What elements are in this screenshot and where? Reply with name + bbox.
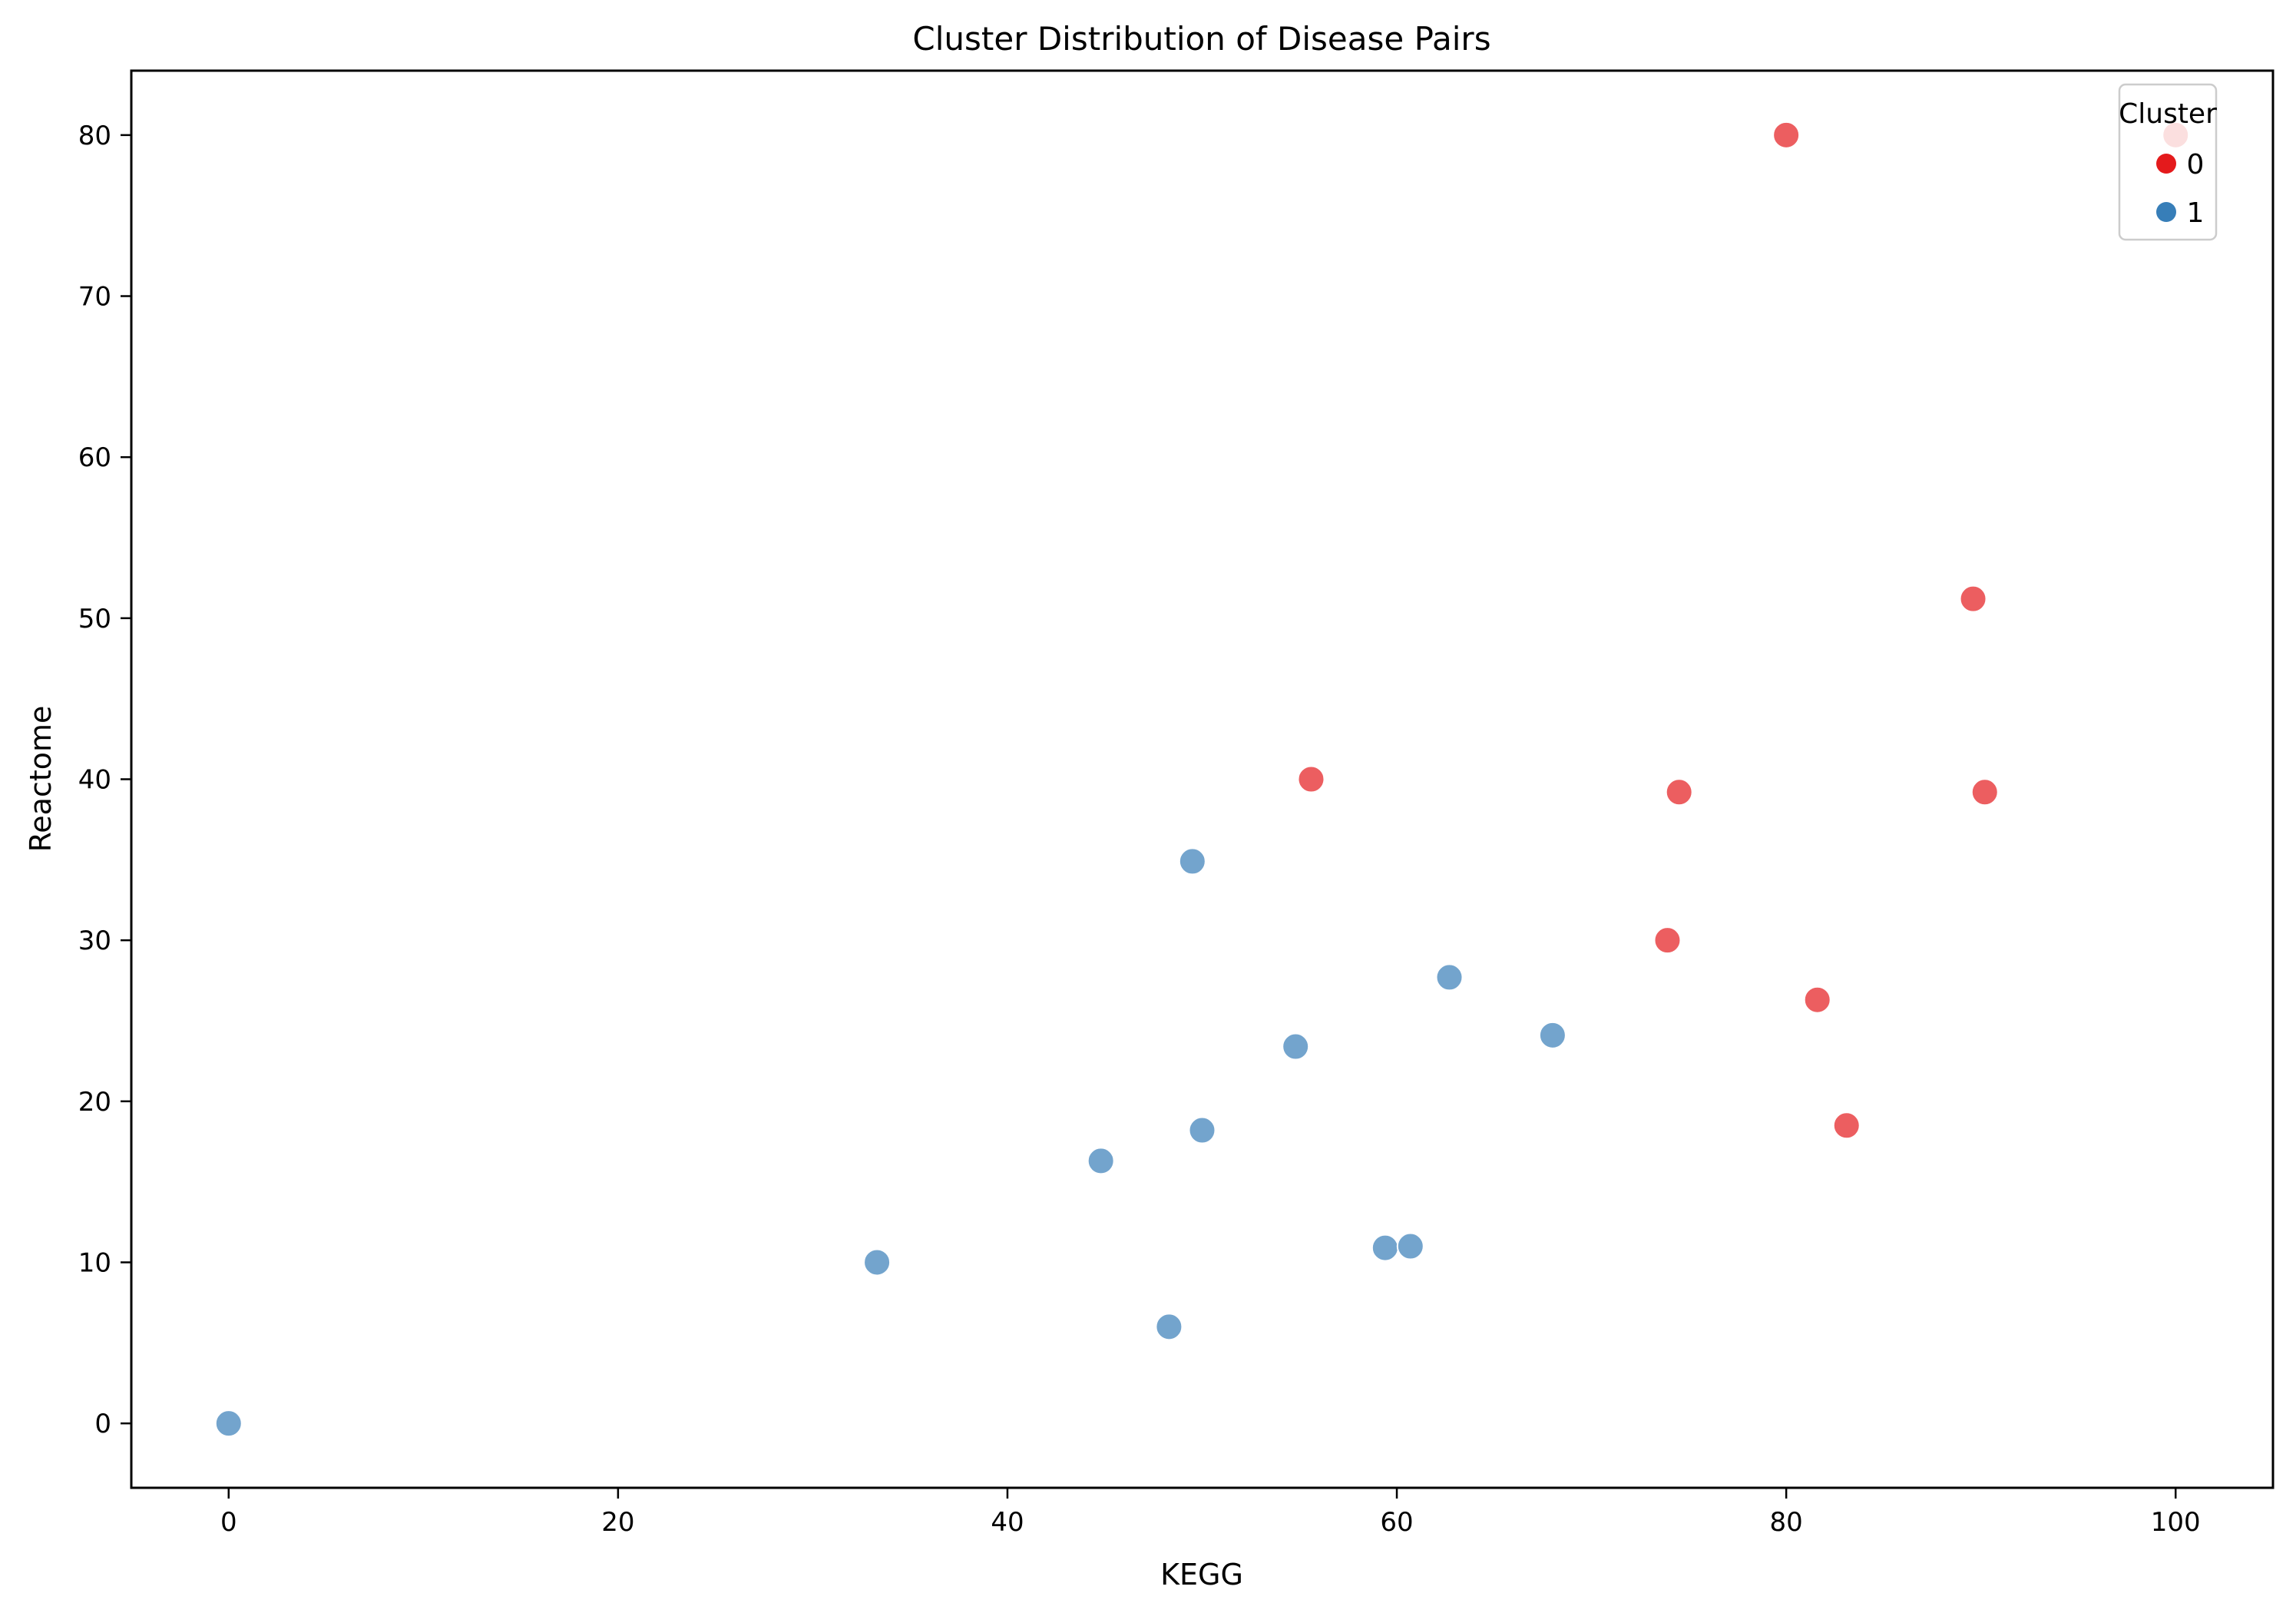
x-tick-label: 20: [601, 1507, 634, 1538]
x-tick-label: 80: [1770, 1507, 1803, 1538]
chart-title: Cluster Distribution of Disease Pairs: [912, 20, 1490, 58]
data-point-cluster-1: [1155, 1313, 1183, 1341]
y-tick-label: 40: [78, 765, 111, 796]
y-tick-label: 50: [78, 604, 111, 634]
legend-title: Cluster: [2119, 98, 2217, 130]
x-tick-label: 40: [991, 1507, 1024, 1538]
data-point-cluster-1: [1178, 847, 1206, 876]
y-tick-label: 80: [78, 121, 111, 151]
data-point-cluster-1: [1435, 963, 1464, 992]
legend-label-cluster-0: 0: [2187, 149, 2205, 181]
data-point-cluster-0: [1803, 985, 1831, 1014]
y-tick-label: 70: [78, 282, 111, 313]
data-point-cluster-0: [1653, 926, 1682, 955]
data-point-cluster-1: [1188, 1116, 1216, 1144]
x-tick-label: 60: [1380, 1507, 1413, 1538]
data-point-cluster-0: [1665, 778, 1693, 806]
data-point-cluster-0: [1772, 121, 1801, 149]
legend-label-cluster-1: 1: [2187, 197, 2205, 229]
legend-marker-cluster-1: [2156, 202, 2176, 222]
x-axis-ticks: 0 20 40 60 80 100: [220, 1488, 2201, 1538]
y-axis-label: Reactome: [24, 706, 58, 853]
y-axis-ticks: 0 10 20 30 40 50 60 70 80: [78, 121, 131, 1439]
data-point-cluster-1: [1538, 1021, 1567, 1049]
x-axis-label: KEGG: [1160, 1558, 1243, 1591]
data-point-cluster-1: [214, 1409, 243, 1438]
data-point-cluster-0: [1970, 778, 1999, 806]
y-tick-label: 20: [78, 1087, 111, 1118]
y-tick-label: 60: [78, 442, 111, 473]
y-tick-label: 10: [78, 1247, 111, 1278]
data-point-cluster-0: [1297, 765, 1325, 793]
data-points: [214, 121, 2190, 1438]
legend: Cluster 0 1: [2118, 83, 2218, 241]
y-tick-label: 30: [78, 926, 111, 956]
data-point-cluster-1: [1282, 1032, 1310, 1061]
data-point-cluster-0: [1959, 585, 1987, 613]
y-tick-label: 0: [94, 1409, 111, 1439]
data-point-cluster-1: [1087, 1147, 1115, 1175]
data-point-cluster-1: [1396, 1232, 1424, 1260]
x-tick-label: 0: [220, 1507, 237, 1538]
data-point-cluster-1: [1371, 1234, 1399, 1262]
data-point-cluster-1: [863, 1248, 892, 1277]
data-point-cluster-0: [1832, 1111, 1861, 1140]
legend-marker-cluster-0: [2156, 154, 2176, 174]
x-tick-label: 100: [2151, 1507, 2201, 1538]
